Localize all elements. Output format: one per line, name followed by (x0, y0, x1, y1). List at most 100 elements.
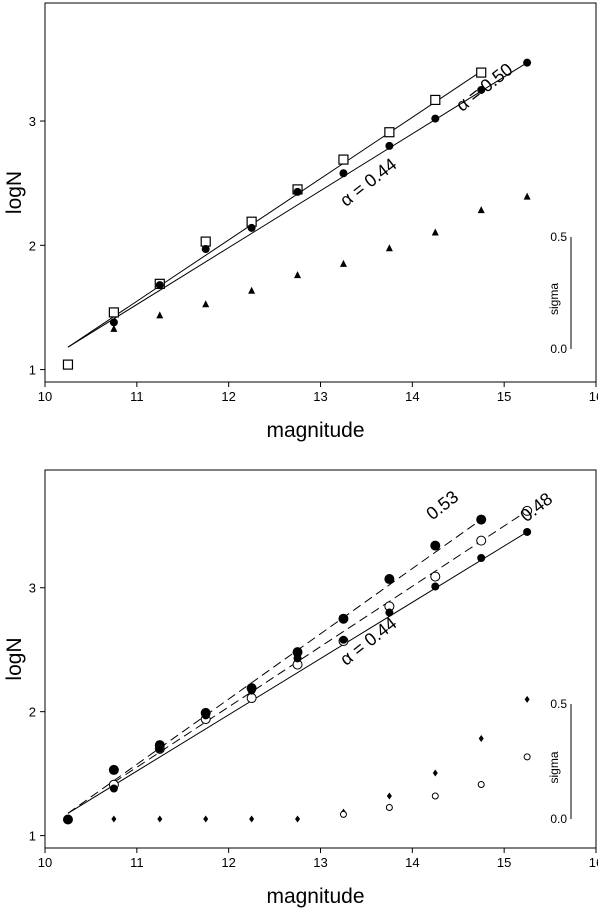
y-axis-label: logN (3, 637, 26, 680)
diamond-marker (478, 735, 484, 742)
small-open-circle-marker (385, 804, 393, 811)
sigma-tick-label: 0.5 (550, 230, 567, 244)
sigma-tick-label: 0.0 (550, 812, 567, 826)
x-tick-label: 15 (497, 855, 511, 870)
fit-annotation: 0.53 (422, 487, 462, 524)
open-square-marker (338, 154, 349, 165)
small-open-circle-marker (431, 792, 439, 800)
large-filled-circle-marker (476, 514, 487, 525)
plot-frame (44, 2, 597, 383)
x-tick-label: 10 (38, 855, 52, 870)
filled-circle-marker (339, 169, 348, 178)
x-tick-label: 12 (221, 855, 235, 870)
filled-circle-marker (155, 744, 164, 753)
fit-line (67, 531, 528, 814)
large-filled-circle-marker (338, 613, 349, 624)
diamond-marker (249, 815, 255, 823)
triangle-marker (110, 324, 118, 332)
fit-line (67, 70, 482, 348)
diamond-marker (111, 815, 117, 823)
triangle-marker (202, 300, 210, 308)
y-tick-label: 2 (29, 238, 36, 253)
filled-circle-marker (155, 281, 164, 290)
open-circle-marker (246, 693, 257, 704)
filled-circle-marker (385, 608, 394, 617)
y-tick-label: 3 (29, 581, 36, 596)
y-tick-label: 1 (29, 829, 36, 844)
y-tick-label: 2 (29, 705, 36, 720)
small-open-circle-marker (477, 781, 485, 788)
sigma-axis-label: sigma (547, 283, 561, 315)
filled-circle-marker (477, 553, 486, 562)
filled-circle-marker (523, 527, 532, 536)
open-circle-marker (430, 571, 441, 582)
large-filled-circle-marker (384, 574, 395, 585)
y-tick-label: 1 (29, 363, 36, 378)
x-tick-label: 15 (497, 389, 511, 404)
sigma-axis-label: sigma (547, 751, 561, 783)
open-square-marker (62, 359, 74, 370)
fit-line (67, 62, 528, 348)
diamond-marker (432, 769, 438, 777)
filled-circle-marker (431, 582, 440, 591)
sigma-tick-label: 0.5 (550, 697, 567, 711)
x-axis-label: magnitude (266, 885, 364, 908)
diamond-marker (386, 792, 392, 800)
x-tick-label: 11 (130, 389, 144, 404)
x-tick-label: 10 (38, 389, 52, 404)
large-filled-circle-marker (292, 647, 303, 658)
open-square-marker (384, 127, 395, 138)
filled-circle-marker (431, 114, 440, 123)
x-tick-label: 16 (589, 855, 598, 870)
large-filled-circle-marker (430, 540, 441, 551)
triangle-marker (431, 228, 439, 236)
filled-circle-marker (247, 686, 256, 695)
triangle-marker (339, 259, 347, 267)
diamond-marker (157, 815, 163, 823)
open-square-marker (200, 236, 211, 247)
filled-circle-marker (109, 784, 118, 793)
small-open-circle-marker (523, 753, 531, 761)
filled-circle-marker (109, 318, 118, 327)
triangle-marker (385, 244, 393, 252)
open-square-marker (476, 67, 487, 78)
x-tick-label: 16 (589, 389, 598, 404)
large-filled-circle-marker (108, 764, 119, 775)
sigma-tick-label: 0.0 (550, 342, 567, 356)
triangle-marker (248, 286, 256, 294)
x-tick-label: 11 (130, 855, 144, 870)
diamond-marker (295, 815, 301, 823)
open-square-marker (430, 94, 441, 106)
fit-annotation: 0.48 (516, 489, 556, 526)
filled-circle-marker (523, 58, 532, 67)
x-tick-label: 12 (221, 389, 235, 404)
y-tick-label: 3 (29, 114, 36, 129)
triangle-marker (156, 311, 164, 319)
filled-circle-marker (293, 654, 302, 663)
x-tick-label: 14 (405, 855, 419, 870)
x-tick-label: 14 (405, 389, 419, 404)
filled-circle-marker (201, 711, 210, 720)
triangle-marker (477, 206, 485, 214)
x-axis-label: magnitude (266, 419, 364, 442)
filled-circle-marker (247, 223, 256, 232)
x-tick-label: 13 (313, 855, 327, 870)
diamond-marker (203, 815, 209, 823)
open-circle-marker (522, 505, 533, 516)
filled-circle-marker (201, 245, 210, 254)
filled-circle-marker (293, 187, 302, 196)
diamond-marker (524, 695, 530, 703)
filled-circle-marker (477, 85, 486, 94)
x-tick-label: 13 (313, 389, 327, 404)
y-axis-label: logN (3, 171, 26, 214)
open-square-marker (108, 307, 119, 318)
fit-line (113, 510, 528, 783)
small-open-circle-marker (339, 810, 347, 818)
triangle-marker (294, 271, 302, 279)
fit-line (67, 519, 482, 814)
open-circle-marker (476, 535, 487, 546)
filled-circle-marker (339, 635, 348, 644)
diamond-marker (65, 815, 71, 823)
triangle-marker (523, 192, 531, 200)
